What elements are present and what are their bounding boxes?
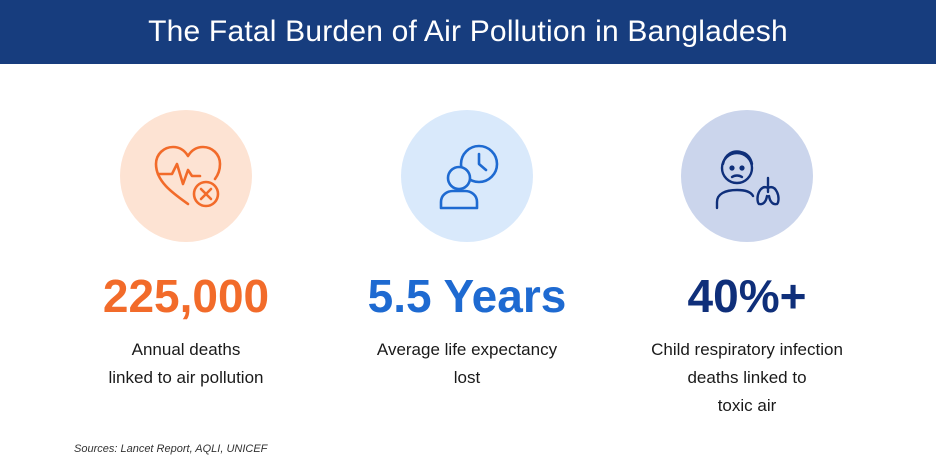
stat-description: Average life expectancy lost: [376, 340, 558, 387]
stat-description: Annual deaths linked to air pollution: [108, 340, 264, 387]
stat-description: Child respiratory infection deaths linke…: [651, 340, 843, 415]
heart-pulse-cross-icon: [154, 145, 222, 208]
stat-annual-deaths: 225,000 Annual deaths linked to air poll…: [36, 110, 336, 392]
person-clock-icon: [439, 144, 499, 210]
stat-value: 40%+: [687, 270, 807, 322]
icon-circle: [120, 110, 252, 242]
icon-circle: [401, 110, 533, 242]
header-banner: The Fatal Burden of Air Pollution in Ban…: [0, 0, 936, 64]
stat-value: 225,000: [102, 270, 270, 322]
stat-life-expectancy: 5.5 Years Average life expectancy lost: [317, 110, 617, 392]
child-lungs-icon: [715, 150, 780, 210]
icon-circle: [681, 110, 813, 242]
sources-note: Sources: Lancet Report, AQLI, UNICEF: [74, 443, 268, 455]
page-title: The Fatal Burden of Air Pollution in Ban…: [148, 15, 788, 48]
stat-value: 5.5 Years: [367, 270, 567, 322]
stat-child-respiratory: 40%+ Child respiratory infection deaths …: [597, 110, 897, 420]
